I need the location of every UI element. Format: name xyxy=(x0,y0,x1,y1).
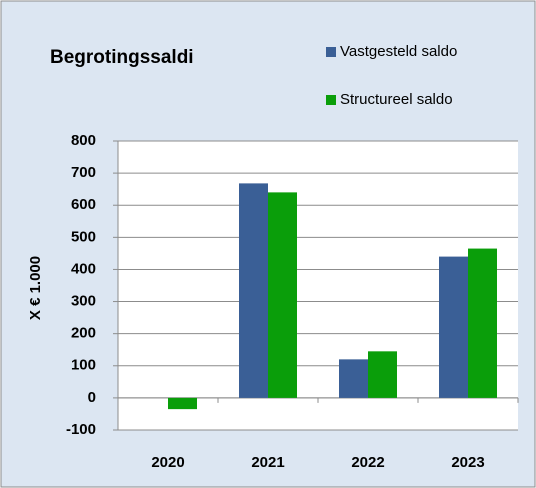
x-tick-label: 2023 xyxy=(451,454,484,471)
bar xyxy=(439,256,468,398)
bar xyxy=(468,248,497,398)
y-tick-label: 500 xyxy=(71,228,96,245)
y-tick-label: 600 xyxy=(71,196,96,213)
bar xyxy=(168,397,197,410)
y-tick-label: 400 xyxy=(71,260,96,277)
y-tick-label: 0 xyxy=(88,389,96,406)
bar xyxy=(268,192,297,398)
y-tick-label: 700 xyxy=(71,164,96,181)
legend-label: Vastgesteld saldo xyxy=(340,43,457,60)
bar xyxy=(368,351,397,398)
legend-swatch xyxy=(326,47,336,57)
y-tick-label: 300 xyxy=(71,293,96,310)
x-tick-label: 2021 xyxy=(251,454,284,471)
y-tick-label: 100 xyxy=(71,357,96,374)
bar xyxy=(339,359,368,398)
legend-label: Structureel saldo xyxy=(340,91,453,108)
chart-title: Begrotingssaldi xyxy=(50,47,194,68)
x-tick-label: 2022 xyxy=(351,454,384,471)
legend-swatch xyxy=(326,95,336,105)
y-tick-label: 800 xyxy=(71,132,96,149)
y-axis-label: X € 1.000 xyxy=(27,256,44,320)
bar xyxy=(239,183,268,398)
y-tick-label: -100 xyxy=(66,421,96,438)
y-tick-label: 200 xyxy=(71,325,96,342)
x-tick-label: 2020 xyxy=(151,454,184,471)
